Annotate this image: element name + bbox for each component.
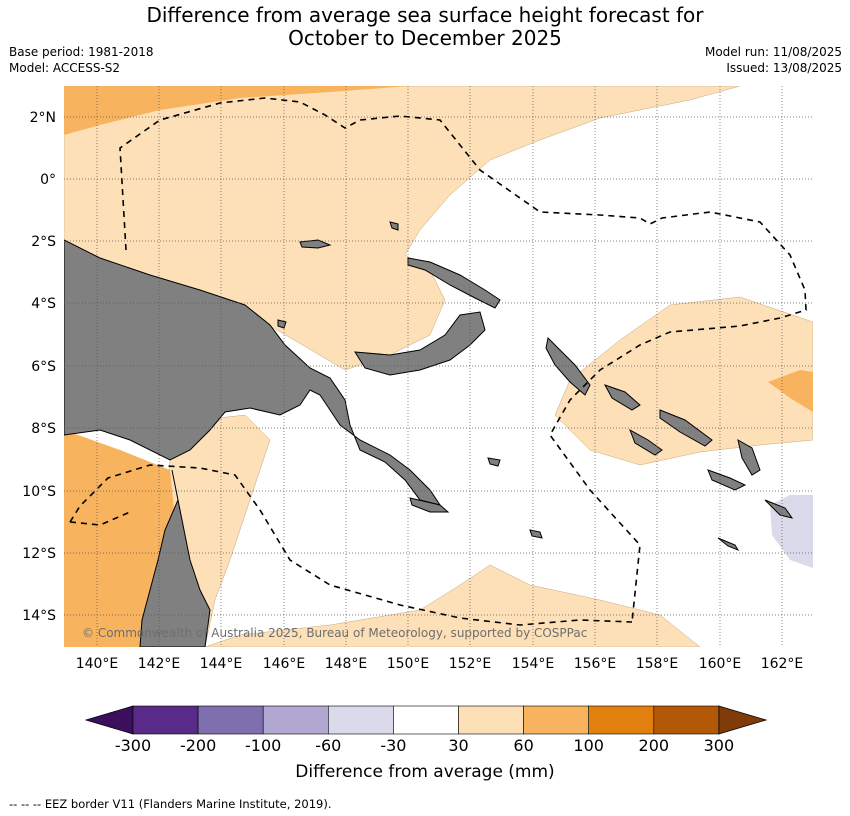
- colorbar-tick-label: 60: [513, 736, 533, 755]
- colorbar-segment: [523, 705, 589, 735]
- colorbar-arrow-low: [84, 705, 134, 735]
- colorbar-segment: [458, 705, 524, 735]
- colorbar-tick-label: -60: [315, 736, 341, 755]
- colorbar-tick-label: 300: [704, 736, 735, 755]
- colorbar-arrow-high: [718, 705, 768, 735]
- colorbar-segment: [393, 705, 459, 735]
- lat-label: 14°S: [22, 608, 56, 624]
- colorbar-segment: [197, 705, 264, 735]
- title-line-2: October to December 2025: [288, 26, 562, 50]
- eez-border-png: [119, 97, 807, 623]
- colorbar-tick-label: -300: [115, 736, 151, 755]
- lon-label: 160°E: [699, 656, 742, 672]
- lat-label: 6°S: [31, 359, 56, 375]
- anomaly-region-60-100-east: [768, 370, 813, 412]
- footer-note: -- -- -- EEZ border V11 (Flanders Marine…: [9, 797, 332, 811]
- land-new-ireland: [407, 257, 501, 309]
- anomaly-region-30-60-east: [554, 296, 813, 466]
- land-small-island-1: [389, 221, 399, 231]
- lon-label: 140°E: [76, 656, 119, 672]
- model-run: Model run: 11/08/2025: [704, 45, 842, 59]
- graticule: [64, 86, 813, 647]
- land-small-island-5: [277, 319, 287, 329]
- colorbar-tick-label: -30: [380, 736, 406, 755]
- lat-label: 2°S: [31, 234, 56, 250]
- land-new-britain: [354, 311, 486, 376]
- lon-label: 162°E: [761, 656, 804, 672]
- colorbar-tick-label: 30: [448, 736, 468, 755]
- anomaly-region-60-100-west: [64, 430, 175, 647]
- colorbar-tick-label: -200: [180, 736, 216, 755]
- colorbar-segment: [262, 705, 329, 735]
- colorbar-tick-label: 200: [639, 736, 670, 755]
- land-bougainville: [545, 336, 591, 396]
- colorbar-segment: [132, 705, 199, 735]
- land-solomon-3: [629, 428, 663, 456]
- lon-label: 144°E: [200, 656, 243, 672]
- land-small-island-4: [487, 457, 501, 467]
- land-east-island-1: [707, 469, 747, 491]
- map-area: © Commonwealth of Australia 2025, Bureau…: [64, 86, 813, 647]
- land-manus: [299, 239, 332, 249]
- base-period: Base period: 1981-2018: [9, 45, 154, 59]
- lon-label: 158°E: [636, 656, 679, 672]
- lat-label: 2°N: [30, 110, 56, 126]
- lat-label: 12°S: [22, 546, 56, 562]
- colorbar-tick-label: 100: [573, 736, 604, 755]
- lon-axis: 140°E 142°E 144°E 146°E 148°E 150°E 152°…: [76, 656, 804, 672]
- colorbar-segment: [588, 705, 655, 735]
- lon-label: 148°E: [325, 656, 368, 672]
- colorbar: -300 -200 -100 -60 -30 30 60 100 200 300: [84, 705, 768, 755]
- lon-label: 156°E: [574, 656, 617, 672]
- meta-left: Base period: 1981-2018 Model: ACCESS-S2: [9, 44, 154, 76]
- lat-label: 4°S: [31, 296, 56, 312]
- lat-label: 10°S: [22, 484, 56, 500]
- land-cape-york: [139, 469, 211, 647]
- colorbar-segment: [653, 705, 720, 735]
- lon-label: 150°E: [387, 656, 430, 672]
- lon-label: 142°E: [138, 656, 181, 672]
- colorbar-title: Difference from average (mm): [295, 762, 555, 782]
- lon-label: 154°E: [512, 656, 555, 672]
- chart-title: Difference from average sea surface heig…: [0, 4, 850, 50]
- lon-label: 152°E: [449, 656, 492, 672]
- land-east-island-2: [737, 439, 761, 476]
- eez-border-australia: [69, 464, 633, 626]
- land-solomon-1: [603, 384, 641, 411]
- lon-label: 146°E: [263, 656, 306, 672]
- model-name: Model: ACCESS-S2: [9, 61, 121, 75]
- title-line-1: Difference from average sea surface heig…: [146, 3, 704, 27]
- meta-right: Model run: 11/08/2025 Issued: 13/08/2025: [705, 44, 842, 76]
- land-east-island-4: [717, 537, 740, 552]
- colorbar-segment: [327, 705, 394, 735]
- land-east-island-3: [764, 499, 794, 519]
- land-small-island-2: [409, 497, 450, 513]
- colorbar-tick-label: -100: [245, 736, 281, 755]
- issued-date: Issued: 13/08/2025: [726, 61, 842, 75]
- eez-borders: [69, 97, 807, 626]
- anomaly-region-60-100-north: [64, 86, 410, 135]
- lat-label: 8°S: [31, 421, 56, 437]
- anomaly-region-30-60-south: [204, 564, 701, 647]
- land-new-guinea: [64, 239, 442, 506]
- copyright-text: © Commonwealth of Australia 2025, Bureau…: [82, 626, 587, 640]
- lat-label: 0°: [40, 172, 56, 188]
- lat-axis: 2°N 0° 2°S 4°S 6°S 8°S 10°S 12°S 14°S: [22, 110, 56, 624]
